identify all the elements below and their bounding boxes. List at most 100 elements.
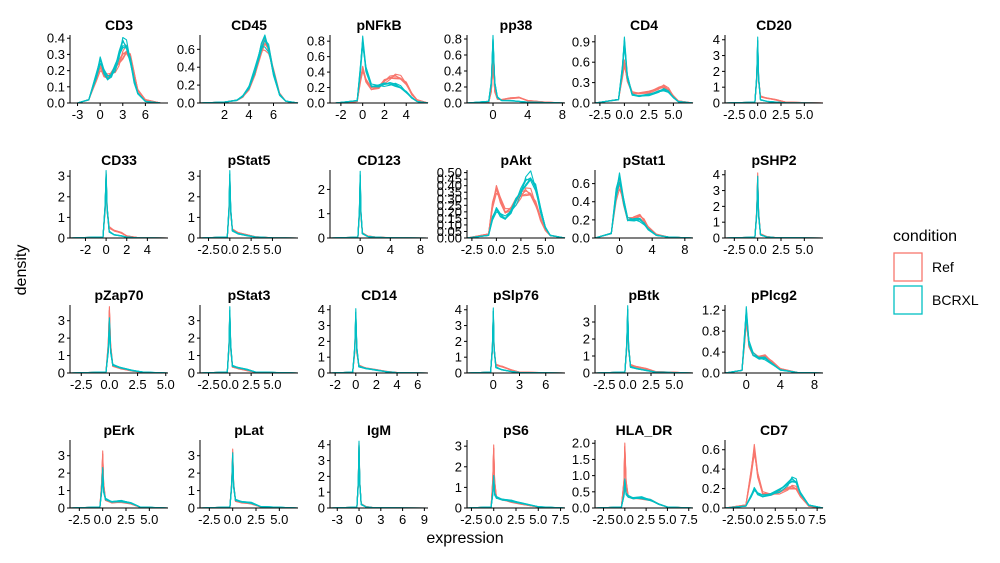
density-curve-ref-4 bbox=[466, 447, 566, 509]
y-tick-label: 1 bbox=[58, 348, 65, 363]
y-tick-label: 0.8 bbox=[307, 34, 325, 49]
y-tick-label: 3 bbox=[455, 439, 462, 454]
density-curve-bcrxl-2 bbox=[69, 317, 169, 374]
y-tick-label: 1 bbox=[318, 350, 325, 365]
facet-pakt: pAkt 0.000.050.100.150.200.250.300.350.40… bbox=[437, 152, 566, 257]
x-tick-label: 8 bbox=[681, 242, 688, 257]
density-curve-bcrxl-2 bbox=[724, 36, 824, 104]
density-curve-bcrxl-1 bbox=[329, 175, 429, 239]
y-tick-label: 1 bbox=[713, 80, 720, 95]
density-curve-bcrxl-4 bbox=[594, 308, 694, 374]
y-tick-label: 0.4 bbox=[572, 194, 590, 209]
density-curve-ref-1 bbox=[466, 314, 566, 374]
density-curve-ref-1 bbox=[199, 313, 299, 374]
density-curve-ref-1 bbox=[329, 317, 429, 374]
y-tick-label: 0.4 bbox=[307, 65, 325, 80]
y-tick-label: 1 bbox=[188, 483, 195, 498]
y-tick-label: 0.40 bbox=[437, 178, 462, 193]
x-tick-label: 2 bbox=[373, 377, 380, 392]
facet-title-hla-dr: HLA_DR bbox=[616, 422, 673, 438]
density-curve-ref-2 bbox=[69, 172, 169, 239]
density-curve-ref-2 bbox=[466, 310, 566, 374]
x-tick-label: 0 bbox=[743, 377, 750, 392]
density-curve-ref-0 bbox=[724, 43, 824, 104]
facet-title-pstat1: pStat1 bbox=[623, 152, 666, 168]
legend-key-bcrxl bbox=[893, 285, 923, 315]
x-tick-label: 4 bbox=[144, 242, 151, 257]
x-tick-label: 6 bbox=[414, 377, 421, 392]
density-curve-ref-4 bbox=[199, 177, 299, 239]
facet-pzap70: pZap70 0 1 2 3 -2.5 0.0 2.5 5.0 bbox=[58, 287, 175, 392]
x-tick-label: 3 bbox=[119, 107, 126, 122]
density-curve-bcrxl-1 bbox=[199, 310, 299, 374]
y-tick-label: 1.2 bbox=[702, 303, 720, 318]
y-tick-label: 0.0 bbox=[307, 96, 325, 111]
y-tick-label: 0.50 bbox=[437, 165, 462, 180]
density-curve-ref-2 bbox=[69, 450, 169, 509]
x-tick-label: -2.5 bbox=[70, 377, 92, 392]
density-curve-ref-0 bbox=[199, 177, 299, 239]
y-tick-label: 2 bbox=[318, 469, 325, 484]
y-tick-label: 0.8 bbox=[444, 32, 462, 47]
y-tick-label: 0.2 bbox=[572, 212, 590, 227]
density-curve-ref-2 bbox=[466, 60, 566, 104]
y-tick-label: 0 bbox=[318, 366, 325, 381]
density-curve-ref-4 bbox=[335, 67, 429, 104]
density-curve-bcrxl-3 bbox=[329, 450, 429, 509]
density-curve-ref-1 bbox=[199, 178, 299, 239]
density-curve-ref-1 bbox=[594, 183, 694, 239]
facet-pstat1: pStat1 0.0 0.2 0.4 0.6 0 4 8 bbox=[572, 152, 694, 257]
x-tick-label: 8 bbox=[811, 377, 818, 392]
density-curve-bcrxl-3 bbox=[466, 316, 566, 374]
y-tick-label: 0.0 bbox=[47, 96, 65, 111]
density-curve-ref-3 bbox=[594, 318, 694, 374]
density-curve-ref-0 bbox=[329, 445, 429, 509]
x-tick-label: 0.0 bbox=[487, 242, 505, 257]
y-tick-label: 1 bbox=[318, 206, 325, 221]
facet-pp38: pp38 0.00.20.40.60.8 0 4 8 bbox=[444, 17, 566, 122]
x-tick-label: 2.5 bbox=[512, 242, 530, 257]
y-tick-label: 2 bbox=[188, 189, 195, 204]
density-curve-ref-2 bbox=[724, 40, 824, 104]
density-curve-ref-2 bbox=[466, 184, 566, 239]
density-curve-bcrxl-2 bbox=[69, 170, 169, 239]
x-tick-label: 4 bbox=[387, 242, 394, 257]
density-curve-ref-3 bbox=[466, 319, 566, 374]
density-curve-bcrxl-3 bbox=[69, 325, 169, 374]
x-tick-label: -2.5 bbox=[723, 242, 745, 257]
density-curve-ref-2 bbox=[724, 172, 824, 239]
x-tick-label: 5.0 bbox=[263, 242, 281, 257]
density-curve-ref-4 bbox=[199, 313, 299, 374]
y-tick-label: 2 bbox=[188, 466, 195, 481]
x-tick-label: 2.5 bbox=[642, 377, 660, 392]
density-curve-bcrxl-4 bbox=[199, 455, 299, 509]
x-tick-label: 0 bbox=[489, 107, 496, 122]
density-curve-bcrxl-0 bbox=[594, 308, 694, 374]
density-curve-ref-4 bbox=[594, 313, 694, 374]
density-curve-ref-2 bbox=[199, 448, 299, 509]
density-curve-bcrxl-0 bbox=[594, 479, 694, 509]
density-curve-ref-4 bbox=[594, 183, 694, 239]
x-tick-label: 5.0 bbox=[665, 377, 683, 392]
density-curve-bcrxl-1 bbox=[594, 176, 694, 239]
facet-title-cd45: CD45 bbox=[231, 17, 267, 33]
y-tick-label: 2.0 bbox=[572, 436, 590, 451]
x-tick-label: 4 bbox=[777, 377, 784, 392]
facet-title-pnfkb: pNFkB bbox=[356, 17, 401, 33]
x-tick-label: 2.5 bbox=[242, 242, 260, 257]
y-tick-label: 0 bbox=[713, 96, 720, 111]
x-tick-label: -2.5 bbox=[197, 242, 219, 257]
x-tick-label: 0.0 bbox=[749, 242, 767, 257]
density-curve-ref-3 bbox=[199, 457, 299, 509]
y-tick-label: 0.2 bbox=[47, 63, 65, 78]
density-curve-ref-1 bbox=[329, 446, 429, 509]
x-tick-label: -2.5 bbox=[461, 242, 483, 257]
density-curve-bcrxl-4 bbox=[329, 174, 429, 239]
density-curve-bcrxl-4 bbox=[466, 178, 566, 239]
density-curve-ref-0 bbox=[329, 317, 429, 374]
y-tick-label: 0 bbox=[58, 366, 65, 381]
density-curve-bcrxl-4 bbox=[724, 179, 824, 239]
density-curve-ref-3 bbox=[329, 184, 429, 239]
density-curve-ref-2 bbox=[724, 443, 824, 509]
